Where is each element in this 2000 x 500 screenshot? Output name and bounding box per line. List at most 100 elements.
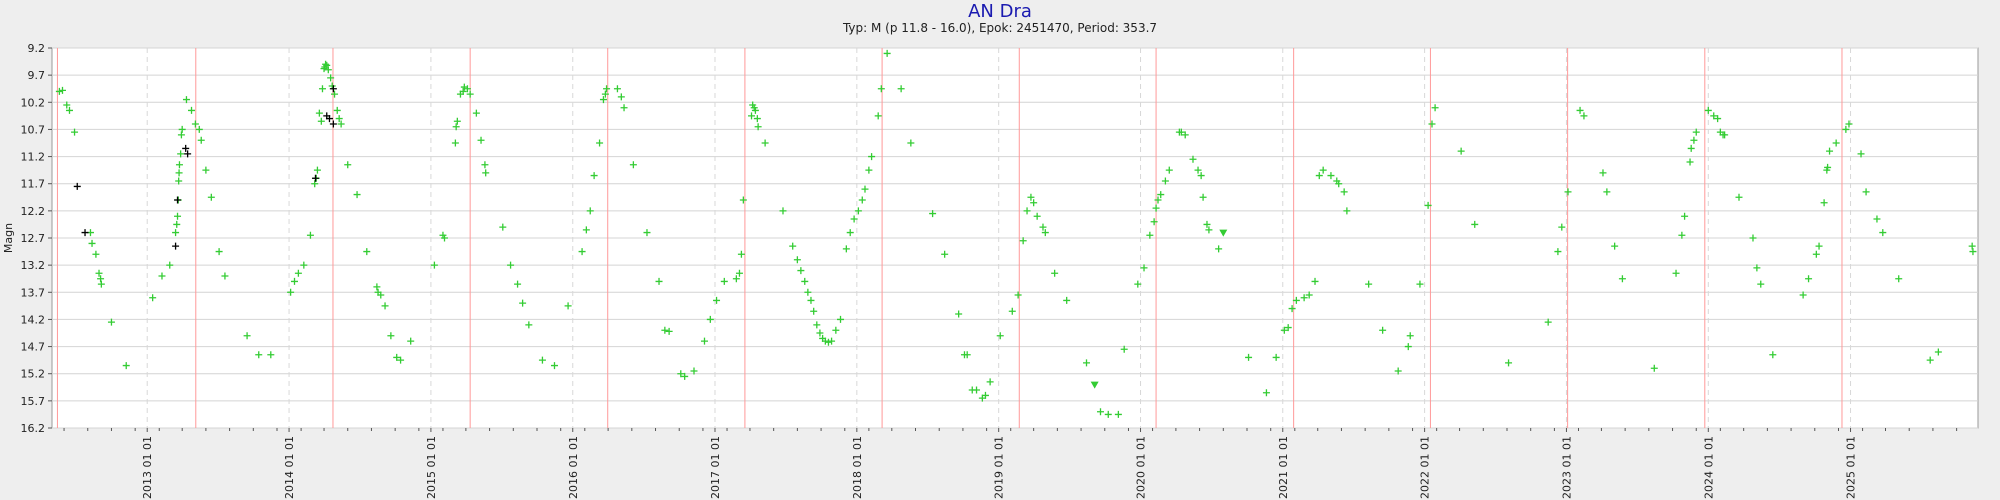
data-point <box>1379 326 1387 334</box>
y-tick-label: 9.7 <box>28 69 46 82</box>
data-point <box>1650 364 1658 372</box>
data-point <box>373 283 381 291</box>
data-point <box>81 229 89 237</box>
data-point <box>287 288 295 296</box>
data-point <box>665 327 673 335</box>
data-point <box>1150 218 1158 226</box>
data-point <box>1120 345 1128 353</box>
data-point <box>63 101 71 109</box>
data-point <box>737 250 745 258</box>
x-tick-label: 2022 01 01 <box>1419 436 1432 499</box>
data-point <box>1146 231 1154 239</box>
data-point <box>1340 188 1348 196</box>
data-point <box>1580 112 1588 120</box>
data-point <box>1023 207 1031 215</box>
data-point <box>861 185 869 193</box>
data-point <box>828 337 836 345</box>
chart-subtitle: Typ: M (p 11.8 - 16.0), Epok: 2451470, P… <box>842 21 1158 35</box>
data-point <box>1576 106 1584 114</box>
data-point <box>397 356 405 364</box>
data-point <box>1311 277 1319 285</box>
data-point <box>306 231 314 239</box>
data-point <box>1189 155 1197 163</box>
data-point <box>846 229 854 237</box>
data-point <box>1215 245 1223 253</box>
data-point <box>191 120 199 128</box>
data-point <box>1714 115 1722 123</box>
data-point <box>1319 166 1327 174</box>
data-point <box>344 161 352 169</box>
data-point <box>1300 294 1308 302</box>
data-point <box>617 93 625 101</box>
data-point <box>1041 229 1049 237</box>
data-point <box>1140 264 1148 272</box>
data-point <box>1154 196 1162 204</box>
data-point <box>1114 410 1122 418</box>
data-point <box>255 351 263 359</box>
data-point <box>466 90 474 98</box>
x-tick-label: 2020 01 01 <box>1135 436 1148 499</box>
data-point <box>1857 150 1865 158</box>
y-tick-label: 16.2 <box>21 422 46 435</box>
data-point <box>1554 248 1562 256</box>
data-point <box>177 131 185 139</box>
data-point <box>655 277 663 285</box>
data-point <box>472 109 480 117</box>
data-point <box>1599 169 1607 177</box>
data-point <box>801 277 809 285</box>
y-tick-label: 15.2 <box>21 368 46 381</box>
data-point <box>333 106 341 114</box>
data-point <box>178 125 186 133</box>
data-point <box>986 378 994 386</box>
data-point <box>1690 136 1698 144</box>
data-point <box>174 196 182 204</box>
data-point <box>1757 280 1765 288</box>
data-point <box>582 226 590 234</box>
y-tick-label: 11.7 <box>21 178 46 191</box>
data-point <box>779 207 787 215</box>
data-point <box>324 66 332 74</box>
data-point <box>1292 296 1300 304</box>
data-point <box>329 85 337 93</box>
data-point <box>317 117 325 125</box>
data-point <box>460 83 468 91</box>
data-point <box>311 174 319 182</box>
data-point <box>1753 264 1761 272</box>
data-point <box>586 207 594 215</box>
y-tick-label: 13.2 <box>21 259 46 272</box>
data-point <box>1879 229 1887 237</box>
data-point <box>748 112 756 120</box>
data-point <box>88 239 96 247</box>
data-point <box>1812 250 1820 258</box>
data-point <box>854 207 862 215</box>
x-tick-label: 2016 01 01 <box>567 436 580 499</box>
data-point <box>824 338 832 346</box>
data-point <box>907 139 915 147</box>
data-point <box>1343 207 1351 215</box>
data-point <box>327 74 335 82</box>
data-point <box>1564 188 1572 196</box>
data-point <box>1704 106 1712 114</box>
y-tick-label: 12.2 <box>21 205 46 218</box>
data-point <box>883 49 891 57</box>
data-point <box>1862 188 1870 196</box>
data-point <box>184 150 192 158</box>
data-point <box>1404 343 1412 351</box>
data-point <box>175 177 183 185</box>
data-point <box>1161 177 1169 185</box>
data-point <box>311 180 319 188</box>
data-point <box>1083 359 1091 367</box>
data-point <box>1611 242 1619 250</box>
data-point <box>315 109 323 117</box>
y-tick-label: 11.2 <box>21 151 46 164</box>
data-point <box>1603 188 1611 196</box>
data-point <box>463 85 471 93</box>
x-tick-label: 2014 01 01 <box>283 436 296 499</box>
data-point <box>441 234 449 242</box>
data-point-limit <box>1090 381 1099 389</box>
data-point <box>172 229 180 237</box>
data-point <box>1157 191 1165 199</box>
data-point <box>739 196 747 204</box>
data-point <box>1152 204 1160 212</box>
data-point <box>1030 199 1038 207</box>
